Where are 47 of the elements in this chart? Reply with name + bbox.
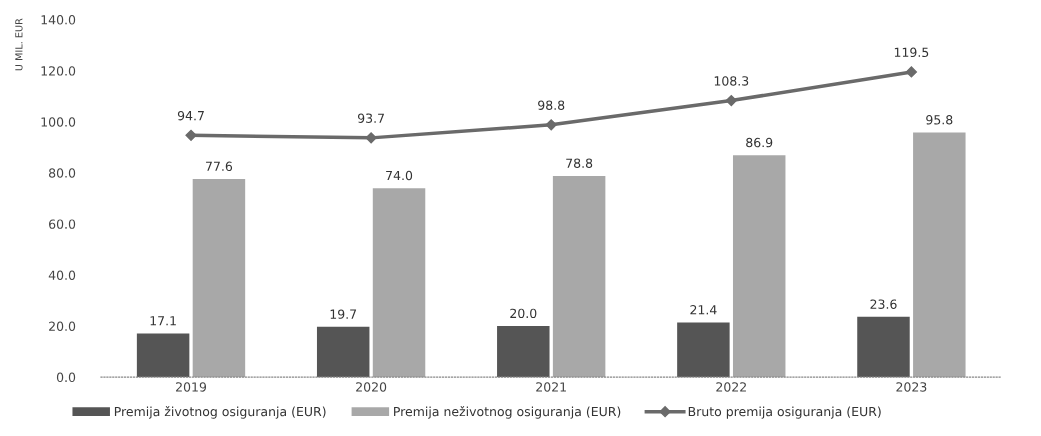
bar [497, 326, 550, 378]
bar [136, 333, 190, 378]
bar [192, 178, 246, 378]
x-tick-label: 2020 [356, 382, 387, 392]
data-label: 86.9 [746, 137, 773, 148]
data-label: 21.4 [690, 305, 717, 315]
y-tick-label: 0.0 [56, 372, 76, 383]
x-tick-label: 2023 [896, 382, 927, 392]
bar [857, 316, 910, 378]
bar [913, 132, 966, 378]
legend-label: Premija neživotnog osiguranja (EUR) [394, 406, 621, 419]
point [365, 132, 377, 144]
x-tick-label: 2019 [176, 382, 207, 392]
data-label: 98.8 [538, 100, 565, 110]
point [185, 129, 197, 141]
y-tick-label: 20.0 [49, 321, 76, 331]
y-tick-label: 120.0 [41, 66, 76, 76]
data-label: 93.7 [357, 113, 384, 123]
x-tick-label: 2021 [536, 382, 566, 392]
point [905, 66, 918, 78]
bar [552, 175, 606, 378]
point [545, 119, 557, 131]
data-label: 108.3 [714, 76, 749, 86]
data-label: 77.6 [206, 161, 233, 171]
x-tick-label: 2022 [716, 382, 746, 392]
bar [316, 326, 370, 378]
data-label: 95.8 [926, 115, 953, 125]
data-label: 17.1 [150, 316, 176, 326]
legend-label: Premija životnog osiguranja (EUR) [114, 406, 326, 419]
bar [732, 155, 786, 378]
y-tick-label: 100.0 [41, 117, 76, 127]
y-axis-title: U MIL. EUR [15, 18, 23, 71]
data-label: 119.5 [894, 47, 929, 58]
y-tick-label: 140.0 [41, 15, 76, 25]
point [725, 94, 737, 107]
bar [677, 322, 730, 378]
y-tick-label: 40.0 [48, 270, 76, 280]
data-label: 94.7 [177, 110, 204, 121]
y-tick-label: 60.0 [49, 219, 76, 229]
data-label: 23.6 [870, 299, 897, 309]
data-label: 78.8 [566, 158, 593, 168]
bar [372, 188, 426, 378]
data-label: 20.0 [510, 308, 537, 319]
data-label: 74.0 [386, 170, 413, 181]
y-tick-label: 80.0 [48, 168, 76, 178]
legend-label: Bruto premija osiguranja (EUR) [688, 406, 881, 419]
data-label: 19.7 [330, 309, 357, 319]
